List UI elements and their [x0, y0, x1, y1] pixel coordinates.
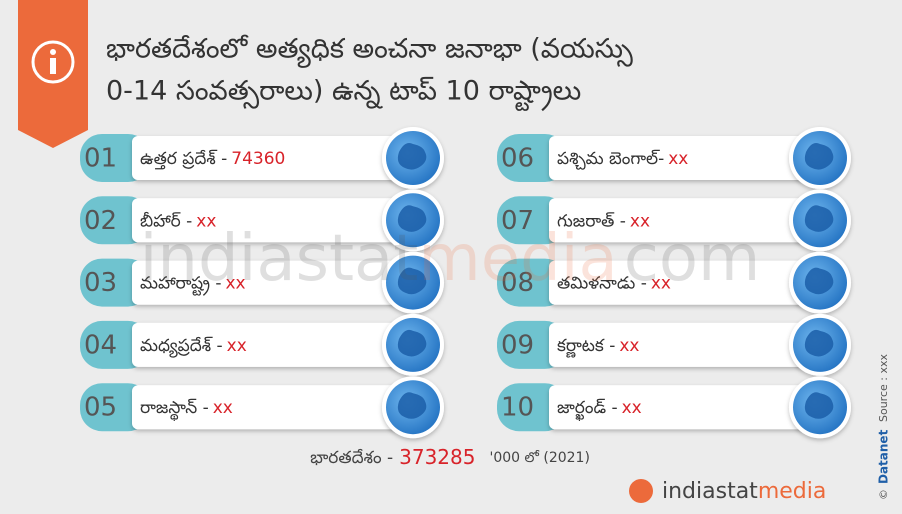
- item-value: xx: [196, 211, 216, 231]
- state-map: [804, 267, 834, 295]
- item-name: పశ్చిమ బెంగాల్-: [557, 149, 664, 170]
- item-name: రాజస్థాన్ -: [140, 398, 209, 421]
- item-number: 03: [84, 268, 117, 298]
- info-bar: [50, 58, 56, 74]
- watermark-part: media: [418, 222, 617, 296]
- pill: [132, 198, 407, 243]
- info-icon: [31, 40, 75, 84]
- pill: [132, 322, 407, 367]
- item-value: xx: [227, 336, 247, 356]
- state-map: [397, 267, 427, 295]
- state-map: [397, 392, 427, 419]
- item-label: గుజరాత్ - xx: [557, 211, 650, 231]
- pill: [132, 260, 407, 305]
- item-name: మధ్యప్రదేశ్ -: [140, 336, 223, 358]
- item-number: 09: [501, 330, 534, 360]
- source: Source : xxx: [877, 354, 890, 422]
- pill: [549, 322, 814, 367]
- item-label: రాజస్థాన్ - xx: [140, 398, 233, 421]
- state-map: [804, 329, 834, 357]
- title-line: భారతదేశంలో అత్యధిక అంచనా జనాభా (వయస్సు: [106, 34, 633, 69]
- watermark: indiastatmediacom: [140, 222, 761, 296]
- item-label: తమిళనాడు - xx: [557, 274, 671, 294]
- item-value: xx: [619, 336, 639, 356]
- item-label: బీహార్ - xx: [140, 211, 216, 231]
- total-unit: '000 లో (2021): [489, 450, 589, 466]
- item-name: కర్ణాటక -: [557, 336, 615, 358]
- side-text: © Datanet Source : xxx: [877, 354, 891, 500]
- item-number: 04: [84, 330, 117, 360]
- state-map: [804, 392, 834, 419]
- item-value: xx: [226, 274, 246, 294]
- item-value: xx: [630, 211, 650, 231]
- item-label: పశ్చిమ బెంగాల్- xx: [557, 149, 688, 170]
- pill: [549, 198, 814, 243]
- title-line: 0-14 సంవత్సరాలు) ఉన్న టాప్ 10 రాష్ట్రాలు: [106, 76, 581, 112]
- item-number: 02: [84, 206, 117, 236]
- logo-part: indiastat: [662, 479, 758, 504]
- pill: [549, 136, 814, 180]
- item-name: జార్ఖండ్ -: [557, 398, 618, 421]
- copyright: ©: [877, 489, 890, 500]
- logo: indiastatmedia: [662, 479, 826, 504]
- item-label: జార్ఖండ్ - xx: [557, 398, 642, 421]
- item-value: xx: [651, 274, 671, 294]
- state-map: [804, 205, 834, 232]
- item-name: గుజరాత్ -: [557, 211, 626, 231]
- total: భారతదేశం - 373285 '000 లో (2021): [310, 445, 590, 469]
- watermark-part: indiastat: [140, 222, 419, 296]
- state-map: [397, 143, 427, 170]
- state-map: [397, 329, 427, 357]
- pill: [132, 136, 407, 180]
- item-number: 08: [501, 268, 534, 298]
- state-map: [804, 143, 834, 170]
- pill: [549, 385, 814, 430]
- pill: [549, 260, 814, 305]
- total-value: 373285: [399, 445, 475, 469]
- item-value: xx: [622, 398, 642, 418]
- item-name: ఉత్తర ప్రదేశ్ -: [140, 149, 227, 170]
- item-name: తమిళనాడు -: [557, 274, 647, 294]
- item-number: 01: [84, 144, 117, 174]
- item-number: 05: [84, 393, 117, 423]
- item-label: మధ్యప్రదేశ్ - xx: [140, 336, 247, 358]
- brand: Datanet: [877, 429, 891, 484]
- item-label: కర్ణాటక - xx: [557, 336, 639, 358]
- item-name: బీహార్ -: [140, 211, 192, 231]
- item-number: 06: [501, 144, 534, 174]
- info-dot: [50, 49, 56, 55]
- item-label: ఉత్తర ప్రదేశ్ -74360: [140, 149, 285, 170]
- pill: [132, 385, 407, 430]
- item-number: 07: [501, 206, 534, 236]
- total-label: భారతదేశం -: [310, 448, 393, 468]
- item-name: మహారాష్ట్ర -: [140, 274, 222, 297]
- watermark-part: com: [624, 222, 761, 296]
- logo-icon: [629, 479, 653, 503]
- item-value: xx: [213, 398, 233, 418]
- item-number: 10: [501, 393, 534, 423]
- item-value: xx: [668, 149, 688, 169]
- state-map: [397, 205, 427, 232]
- logo-part: media: [758, 479, 827, 504]
- item-value: 74360: [231, 149, 285, 169]
- item-label: మహారాష్ట్ర - xx: [140, 274, 246, 297]
